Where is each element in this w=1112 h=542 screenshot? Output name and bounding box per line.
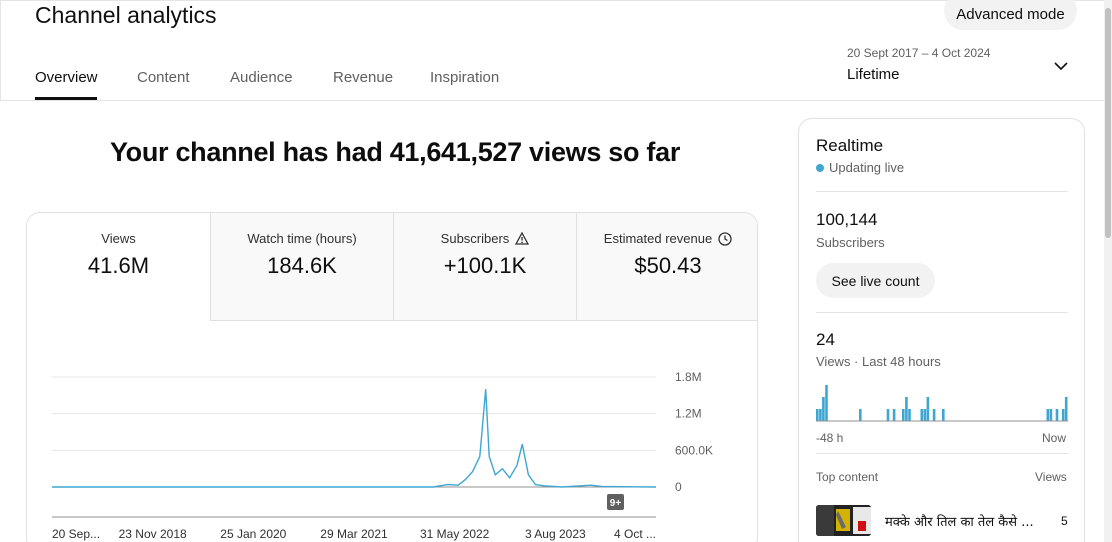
realtime-subscribers-label: Subscribers — [816, 235, 885, 250]
live-dot-icon — [816, 163, 824, 172]
scrollbar[interactable] — [1104, 0, 1112, 542]
tab-overview[interactable]: Overview — [35, 69, 98, 86]
realtime-views-label: Views · Last 48 hours — [816, 354, 941, 369]
realtime-card: Realtime Updating live 100,144 Subscribe… — [798, 118, 1085, 542]
y-tick-label: 0 — [675, 480, 682, 494]
realtime-views-bar-chart[interactable] — [816, 381, 1068, 423]
warning-icon[interactable] — [515, 232, 530, 245]
realtime-bar[interactable] — [905, 397, 908, 421]
scrollbar-thumb[interactable] — [1105, 8, 1111, 238]
realtime-bar[interactable] — [859, 409, 862, 421]
active-tab-indicator — [35, 97, 97, 100]
x-tick-label: 3 Aug 2023 — [525, 527, 586, 541]
metric-tab-watch-time[interactable]: Watch time (hours) 184.6K — [210, 213, 393, 321]
realtime-bar[interactable] — [816, 409, 819, 421]
views-headline: Your channel has had 41,641,527 views so… — [109, 137, 681, 167]
divider — [816, 312, 1068, 313]
live-status-text: Updating live — [829, 160, 905, 175]
metric-tab-subscribers[interactable]: Subscribers +100.1K — [393, 213, 576, 321]
tab-audience[interactable]: Audience — [230, 69, 293, 86]
tab-bar: Overview Content Audience Revenue Inspir… — [0, 30, 1104, 101]
y-tick-label: 1.2M — [675, 407, 702, 421]
annotation-badge[interactable] — [607, 494, 624, 510]
thumbnail-image — [816, 505, 871, 536]
y-tick-label: 600.0K — [675, 443, 713, 457]
x-tick-label: 4 Oct ... — [614, 527, 656, 541]
realtime-bar[interactable] — [892, 409, 896, 421]
metric-tab-views[interactable]: Views 41.6M — [27, 213, 210, 321]
chevron-down-icon[interactable] — [1053, 60, 1069, 72]
live-status: Updating live — [816, 160, 904, 175]
metric-value: 184.6K — [267, 253, 337, 278]
advanced-mode-button[interactable]: Advanced mode — [944, 0, 1077, 30]
x-tick-label: 25 Jan 2020 — [220, 527, 286, 541]
metric-label: Views — [101, 231, 136, 246]
views-series-line[interactable] — [52, 389, 657, 488]
realtime-bar[interactable] — [1064, 397, 1068, 421]
see-live-count-button[interactable]: See live count — [816, 263, 935, 298]
header-bar: Channel analytics — [0, 0, 1104, 30]
y-tick-label: 1.8M — [675, 370, 702, 384]
realtime-bar[interactable] — [825, 385, 828, 421]
annotation-badge-label: 9+ — [610, 498, 622, 509]
realtime-bar[interactable] — [923, 409, 927, 421]
realtime-subscribers-value: 100,144 — [816, 210, 878, 229]
realtime-title: Realtime — [816, 136, 884, 155]
date-range-text: 20 Sept 2017 – 4 Oct 2024 — [847, 46, 991, 60]
realtime-bar[interactable] — [822, 397, 825, 421]
metric-label: Subscribers — [440, 231, 510, 246]
views-line-chart[interactable]: 1.8M 1.2M 600.0K 0 20 Sep... 23 Nov 2018 25 Ja… — [27, 213, 758, 542]
realtime-bar[interactable] — [1055, 409, 1059, 421]
x-tick-label: 29 Mar 2021 — [320, 527, 388, 541]
realtime-bar[interactable] — [886, 409, 890, 421]
realtime-bar[interactable] — [1046, 409, 1050, 421]
metric-label: Watch time (hours) — [247, 231, 357, 246]
tab-content[interactable]: Content — [137, 69, 190, 86]
realtime-bar[interactable] — [926, 397, 930, 421]
page-title: Channel analytics — [35, 2, 217, 28]
date-range-label: Lifetime — [847, 66, 900, 83]
metric-value: $50.43 — [634, 253, 702, 278]
realtime-bar[interactable] — [1049, 409, 1053, 421]
realtime-bar[interactable] — [932, 409, 936, 421]
realtime-axis-start: -48 h — [816, 431, 844, 445]
x-tick-label: 23 Nov 2018 — [119, 527, 187, 541]
realtime-bar[interactable] — [819, 409, 822, 421]
clock-icon[interactable] — [718, 231, 732, 246]
metric-value: 41.6M — [87, 253, 150, 278]
top-content-title: मक्के और तिल का तेल कैसे ... — [885, 515, 1034, 530]
x-tick-label: 31 May 2022 — [420, 527, 490, 541]
metric-value: +100.1K — [443, 253, 527, 278]
top-content-views-header: Views — [1035, 470, 1067, 484]
top-content-views: 5 — [1061, 514, 1068, 528]
realtime-bar[interactable] — [1061, 409, 1065, 421]
x-tick-label: 20 Sep... — [52, 527, 100, 541]
realtime-axis-end: Now — [1042, 431, 1067, 445]
metric-tab-estimated-revenue[interactable]: Estimated revenue $50.43 — [576, 213, 757, 321]
divider — [816, 453, 1068, 454]
realtime-bar[interactable] — [908, 409, 911, 421]
metric-label: Estimated revenue — [603, 231, 713, 246]
top-content-label: Top content — [816, 470, 879, 484]
metrics-chart-card: Views 41.6M Watch time (hours) 184.6K Su… — [26, 212, 758, 542]
realtime-bar[interactable] — [942, 409, 945, 421]
realtime-bar[interactable] — [920, 409, 924, 421]
realtime-views-value: 24 — [816, 330, 835, 349]
tab-inspiration[interactable]: Inspiration — [430, 69, 500, 86]
divider — [816, 191, 1068, 192]
tab-revenue[interactable]: Revenue — [333, 69, 394, 86]
video-thumbnail[interactable] — [816, 505, 871, 536]
realtime-bar[interactable] — [902, 409, 905, 421]
